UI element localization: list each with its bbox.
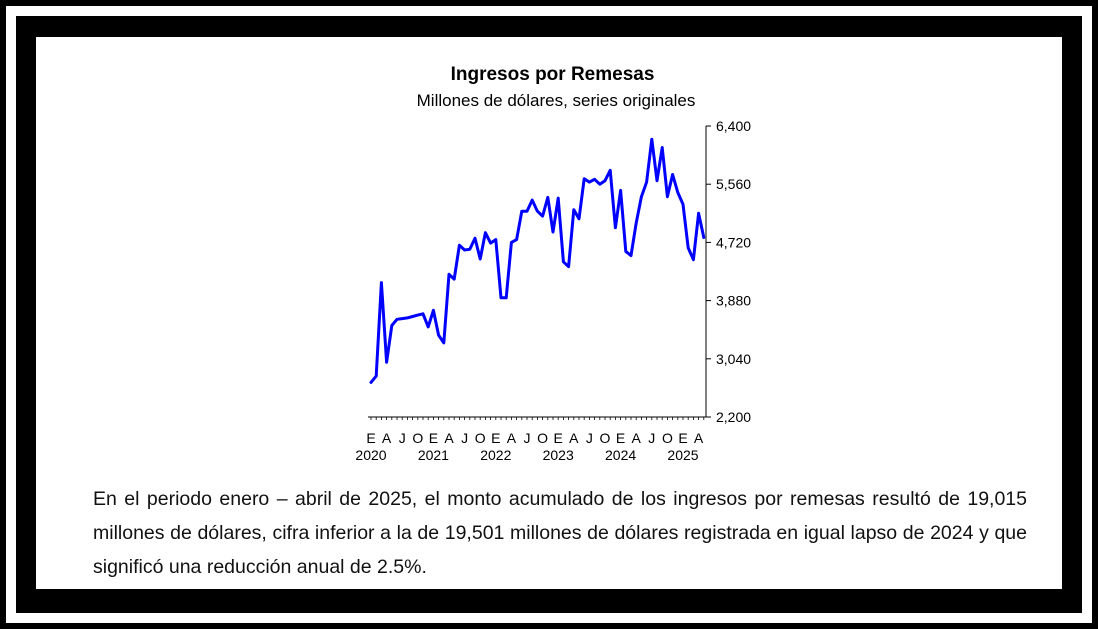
y-tick-label: 6,400	[716, 118, 751, 134]
x-tick-label: A	[382, 430, 392, 446]
x-tick-label: E	[554, 430, 563, 446]
x-tick-label: A	[444, 430, 454, 446]
x-tick-label: J	[461, 430, 468, 446]
x-tick-label: J	[524, 430, 531, 446]
x-year-label: 2025	[667, 447, 698, 463]
x-tick-label: O	[662, 430, 673, 446]
y-tick-label: 4,720	[716, 234, 751, 250]
x-year-label: 2024	[605, 447, 636, 463]
x-year-label: 2021	[418, 447, 449, 463]
x-tick-label: A	[569, 430, 579, 446]
y-tick-label: 3,040	[716, 351, 751, 367]
x-tick-label: A	[507, 430, 517, 446]
x-tick-label: J	[399, 430, 406, 446]
x-tick-label: J	[648, 430, 655, 446]
chart-subtitle: Millones de dólares, series originales	[416, 91, 696, 110]
x-tick-label: A	[694, 430, 704, 446]
chart-title: Ingresos por Remesas	[450, 64, 655, 85]
y-tick-label: 2,200	[716, 409, 751, 425]
x-tick-label: E	[429, 430, 438, 446]
x-tick-label: O	[537, 430, 548, 446]
x-year-label: 2023	[543, 447, 574, 463]
x-tick-label: E	[678, 430, 687, 446]
x-tick-label: E	[366, 430, 375, 446]
x-tick-label: E	[491, 430, 500, 446]
x-year-label: 2022	[480, 447, 511, 463]
x-tick-label: J	[586, 430, 593, 446]
y-tick-label: 5,560	[716, 176, 751, 192]
series-line	[369, 137, 706, 384]
x-tick-label: O	[412, 430, 423, 446]
summary-paragraph: En el periodo enero – abril de 2025, el …	[93, 488, 1027, 578]
x-tick-label: O	[600, 430, 611, 446]
y-tick-label: 3,880	[716, 293, 751, 309]
x-tick-label: O	[475, 430, 486, 446]
x-year-label: 2020	[355, 447, 386, 463]
x-tick-label: E	[616, 430, 625, 446]
content-panel	[36, 37, 1062, 589]
x-tick-label: A	[632, 430, 642, 446]
